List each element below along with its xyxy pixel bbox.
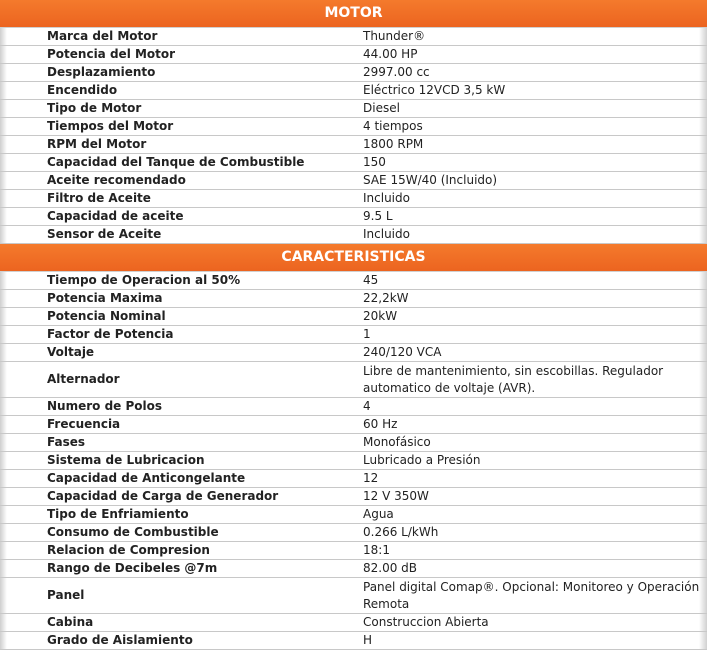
spec-value: Eléctrico 12VCD 3,5 kW (363, 83, 506, 97)
spec-value: Monofásico (363, 435, 431, 449)
table-row: Relacion de Compresion 18:1 (0, 542, 707, 560)
table-row: Numero de Polos 4 (0, 398, 707, 416)
spec-label: RPM del Motor (47, 137, 147, 151)
section-header: MOTOR (0, 0, 707, 28)
table-row: Grado de Aislamiento H (0, 632, 707, 650)
spec-value: SAE 15W/40 (Incluido) (363, 173, 498, 187)
spec-label: Rango de Decibeles @7m (47, 561, 218, 575)
spec-label: Tiempo de Operacion al 50% (47, 273, 241, 287)
table-row: Tipo de Motor Diesel (0, 100, 707, 118)
spec-value: 45 (363, 273, 379, 287)
table-row: Tipo de Enfriamiento Agua (0, 506, 707, 524)
table-row: Panel Panel digital Comap®. Opcional: Mon… (0, 578, 707, 614)
table-row: Potencia Maxima 22,2kW (0, 290, 707, 308)
spec-label: Filtro de Aceite (47, 191, 151, 205)
spec-label: Desplazamiento (47, 65, 156, 79)
spec-value: 0.266 L/kWh (363, 525, 439, 539)
table-row: Voltaje 240/120 VCA (0, 344, 707, 362)
spec-value: 4 (363, 399, 371, 413)
spec-value: 44.00 HP (363, 47, 418, 61)
spec-label: Capacidad de Carga de Generador (47, 489, 279, 503)
table-row: Encendido Eléctrico 12VCD 3,5 kW (0, 82, 707, 100)
spec-label: Consumo de Combustible (47, 525, 219, 539)
table-row: Consumo de Combustible 0.266 L/kWh (0, 524, 707, 542)
spec-value: Incluido (363, 227, 410, 241)
table-row: Factor de Potencia 1 (0, 326, 707, 344)
spec-value: H (363, 633, 373, 647)
table-row: Fases Monofásico (0, 434, 707, 452)
table-row: Alternador Libre de mantenimiento, sin es… (0, 362, 707, 398)
spec-label: Tipo de Enfriamiento (47, 507, 189, 521)
spec-label: Marca del Motor (47, 29, 158, 43)
table-row: Potencia del Motor 44.00 HP (0, 46, 707, 64)
spec-value: Agua (363, 507, 394, 521)
spec-value: 4 tiempos (363, 119, 423, 133)
table-row: Potencia Nominal 20kW (0, 308, 707, 326)
spec-value: Lubricado a Presión (363, 453, 481, 467)
table-row: Desplazamiento 2997.00 cc (0, 64, 707, 82)
spec-value: Libre de mantenimiento, sin escobillas. … (363, 363, 664, 395)
section-header: CARACTERISTICAS (0, 244, 707, 272)
spec-label: Aceite recomendado (47, 173, 186, 187)
table-row: Capacidad del Tanque de Combustible 150 (0, 154, 707, 172)
spec-value: 240/120 VCA (363, 345, 442, 359)
spec-label: Voltaje (47, 345, 95, 359)
spec-value: 18:1 (363, 543, 390, 557)
table-row: Capacidad de Carga de Generador 12 V 350W (0, 488, 707, 506)
spec-value: Incluido (363, 191, 410, 205)
table-row: RPM del Motor 1800 RPM (0, 136, 707, 154)
table-row: Capacidad de Anticongelante 12 (0, 470, 707, 488)
table-row: Sensor de Aceite Incluido (0, 226, 707, 244)
spec-value: Diesel (363, 101, 400, 115)
spec-value: Thunder® (363, 29, 426, 43)
table-row: Marca del Motor Thunder® (0, 28, 707, 46)
spec-value: 20kW (363, 309, 398, 323)
spec-value: 2997.00 cc (363, 65, 430, 79)
spec-value: 12 (363, 471, 379, 485)
table-row: Tiempo de Operacion al 50% 45 (0, 272, 707, 290)
spec-value: 9.5 L (363, 209, 393, 223)
spec-label: Factor de Potencia (47, 327, 174, 341)
spec-label: Grado de Aislamiento (47, 633, 193, 647)
spec-label: Capacidad del Tanque de Combustible (47, 155, 305, 169)
table-row: Cabina Construccion Abierta (0, 614, 707, 632)
spec-value: 12 V 350W (363, 489, 429, 503)
table-row: Filtro de Aceite Incluido (0, 190, 707, 208)
spec-value: 22,2kW (363, 291, 409, 305)
spec-label: Potencia del Motor (47, 47, 176, 61)
spec-label: Relacion de Compresion (47, 543, 210, 557)
spec-label: Numero de Polos (47, 399, 163, 413)
spec-label: Sistema de Lubricacion (47, 453, 205, 467)
spec-label: Potencia Maxima (47, 291, 163, 305)
spec-value: 1 (363, 327, 371, 341)
spec-label: Encendido (47, 83, 118, 97)
table-row: Sistema de Lubricacion Lubricado a Presió… (0, 452, 707, 470)
spec-label: Sensor de Aceite (47, 227, 162, 241)
table-row: Tiempos del Motor 4 tiempos (0, 118, 707, 136)
spec-value: 150 (363, 155, 386, 169)
spec-value: Construccion Abierta (363, 615, 489, 629)
table-row: Aceite recomendado SAE 15W/40 (Incluido) (0, 172, 707, 190)
spec-label: Frecuencia (47, 417, 121, 431)
spec-label: Cabina (47, 615, 94, 629)
spec-value: 1800 RPM (363, 137, 424, 151)
spec-label: Tiempos del Motor (47, 119, 174, 133)
spec-label: Fases (47, 435, 86, 449)
spec-value: Panel digital Comap®. Opcional: Monitore… (363, 579, 700, 611)
spec-label: Panel (47, 588, 85, 602)
spec-label: Capacidad de aceite (47, 209, 184, 223)
spec-label: Alternador (47, 372, 120, 386)
spec-value: 82.00 dB (363, 561, 418, 575)
spec-value: 60 Hz (363, 417, 398, 431)
spec-label: Capacidad de Anticongelante (47, 471, 246, 485)
table-row: Rango de Decibeles @7m 82.00 dB (0, 560, 707, 578)
table-row: Frecuencia 60 Hz (0, 416, 707, 434)
spec-label: Potencia Nominal (47, 309, 166, 323)
spec-label: Tipo de Motor (47, 101, 142, 115)
table-row: Capacidad de aceite 9.5 L (0, 208, 707, 226)
